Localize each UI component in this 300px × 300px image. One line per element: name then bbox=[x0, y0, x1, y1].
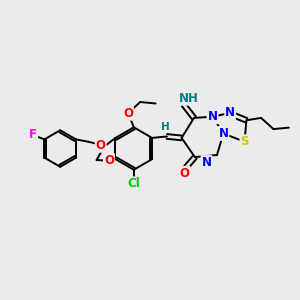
Text: F: F bbox=[29, 128, 37, 142]
Text: O: O bbox=[180, 167, 190, 180]
Text: Cl: Cl bbox=[128, 177, 140, 190]
Text: N: N bbox=[225, 106, 235, 119]
Text: H: H bbox=[161, 122, 170, 132]
Text: N: N bbox=[208, 110, 218, 123]
Text: N: N bbox=[218, 127, 228, 140]
Text: N: N bbox=[202, 156, 212, 169]
Text: S: S bbox=[240, 135, 249, 148]
Text: O: O bbox=[104, 154, 114, 167]
Text: O: O bbox=[123, 107, 133, 120]
Text: NH: NH bbox=[179, 92, 199, 105]
Text: O: O bbox=[96, 139, 106, 152]
